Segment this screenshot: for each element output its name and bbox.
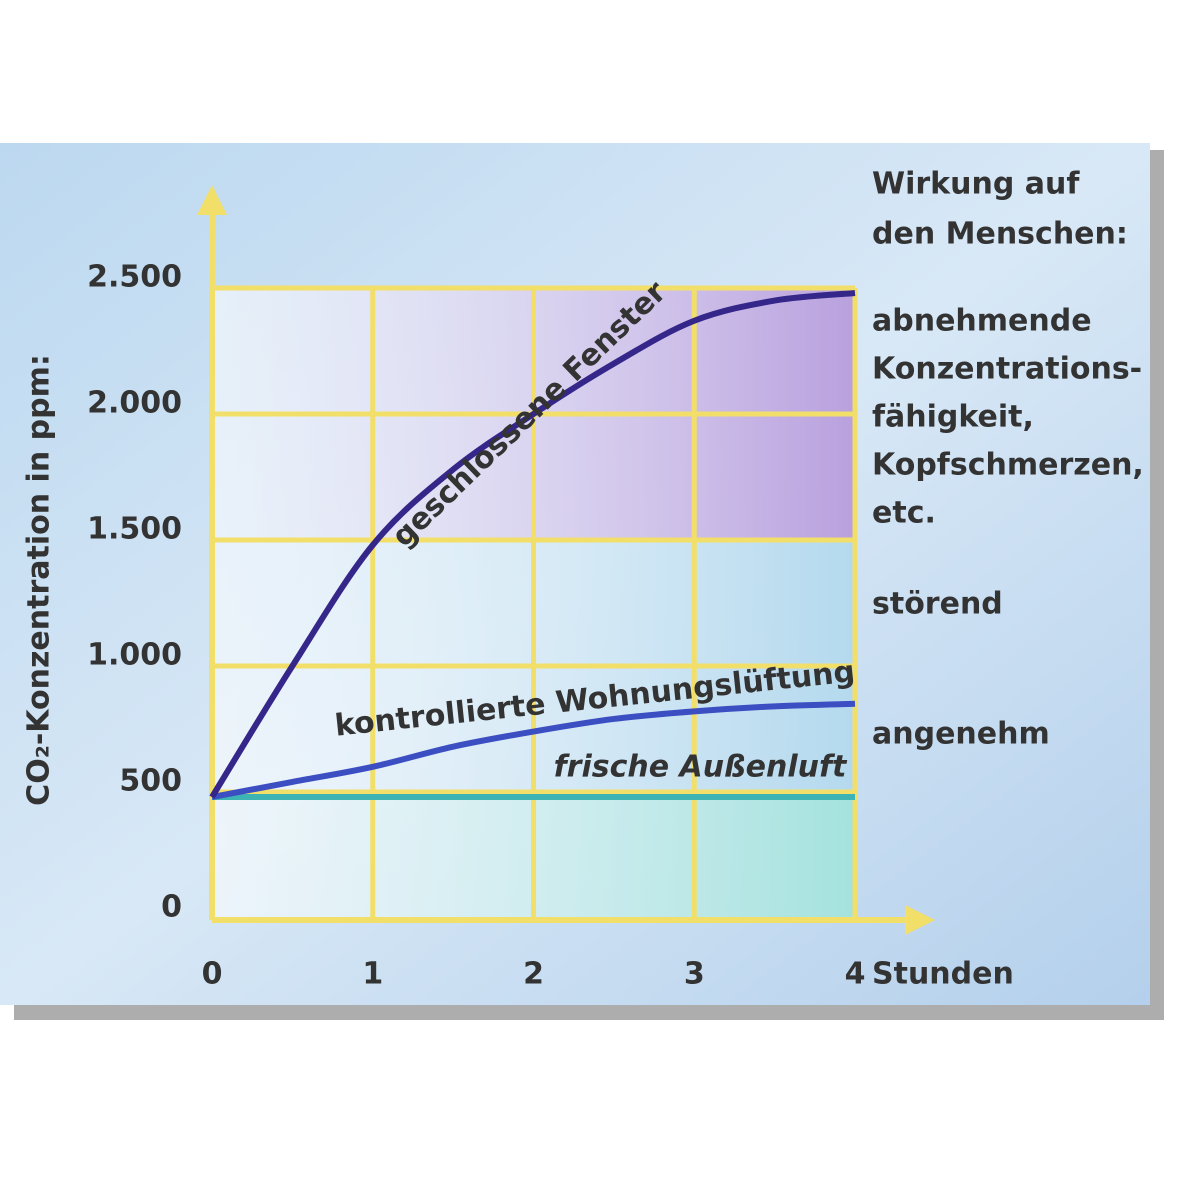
series-line bbox=[211, 700, 856, 800]
x-tick-label: 0 bbox=[202, 957, 223, 992]
series-label: frische Außenluft bbox=[554, 750, 848, 785]
effect-text: Konzentrations- bbox=[872, 352, 1142, 387]
y-tick-label: 2.000 bbox=[87, 386, 182, 421]
x-tick-label: 1 bbox=[362, 957, 383, 992]
effect-text: angenehm bbox=[872, 717, 1050, 752]
x-tick-label: 3 bbox=[684, 957, 705, 992]
y-tick-label: 500 bbox=[119, 764, 182, 799]
y-axis-label: CO₂-Konzentration in ppm: bbox=[22, 354, 57, 806]
effect-text: fähigkeit, bbox=[872, 400, 1034, 435]
x-tick-label: 2 bbox=[523, 957, 544, 992]
effect-text: etc. bbox=[872, 496, 936, 531]
effect-text: Kopfschmerzen, bbox=[872, 448, 1144, 483]
effect-text: störend bbox=[872, 587, 1003, 622]
y-tick-label: 1.500 bbox=[87, 512, 182, 547]
effect-title: den Menschen: bbox=[872, 217, 1128, 252]
y-tick-label: 0 bbox=[161, 890, 182, 925]
effect-text: abnehmende bbox=[872, 304, 1092, 339]
y-tick-label: 1.000 bbox=[87, 638, 182, 673]
x-axis-label: Stunden bbox=[872, 957, 1014, 992]
series-line bbox=[209, 290, 856, 799]
effect-title: Wirkung auf bbox=[872, 167, 1080, 202]
y-tick-label: 2.500 bbox=[87, 260, 182, 295]
x-tick-label: 4 bbox=[845, 957, 866, 992]
